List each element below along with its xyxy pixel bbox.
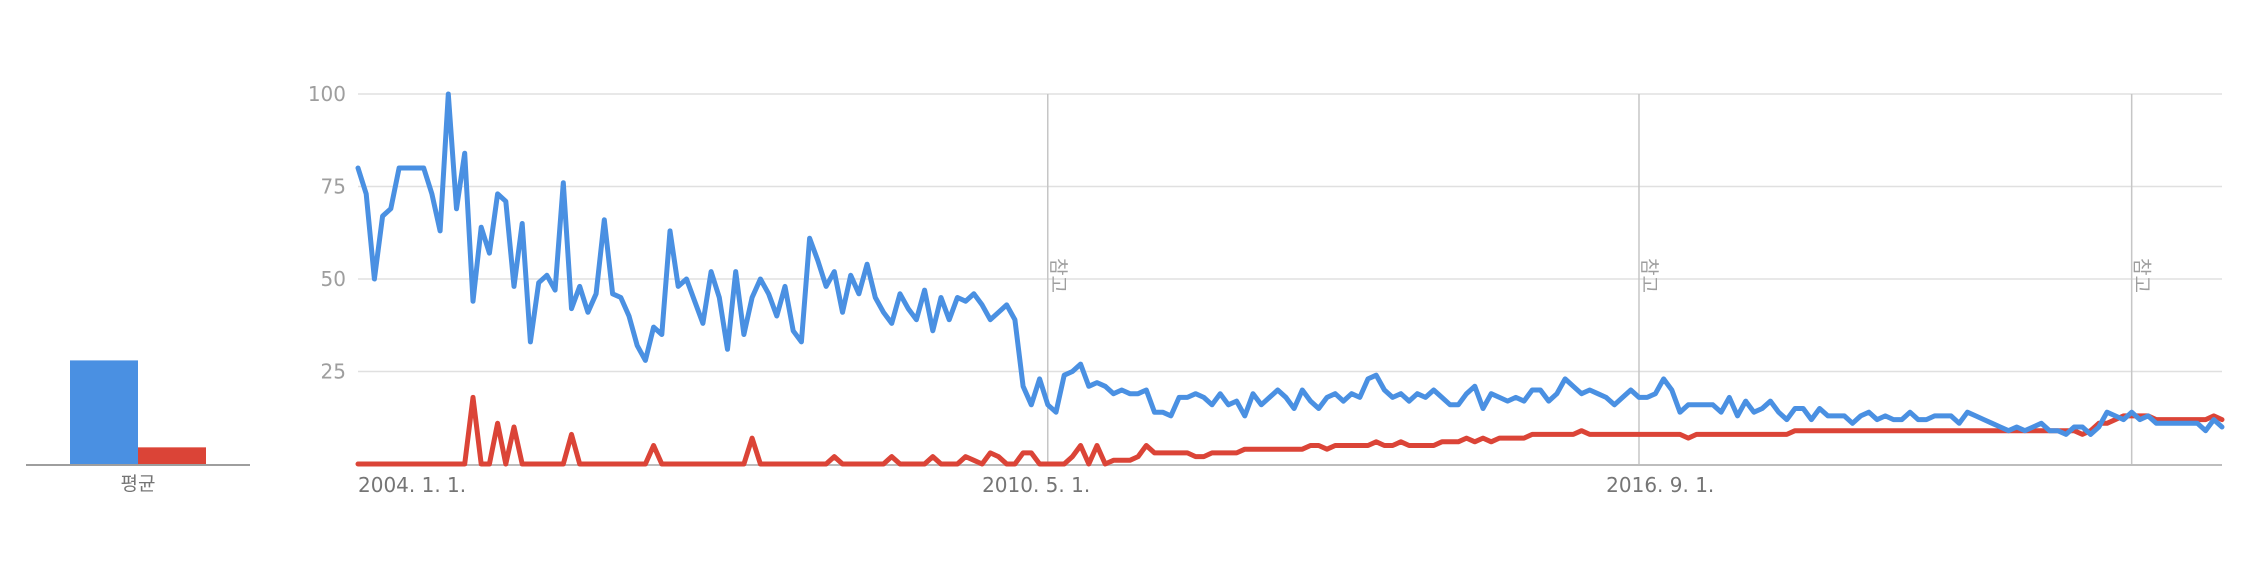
note-marker: 참고 <box>2131 258 2153 293</box>
note-marker-label: 참고 <box>2131 258 2153 293</box>
y-tick-label: 25 <box>321 360 346 384</box>
x-tick-label: 2010. 5. 1. <box>982 473 1090 497</box>
note-marker-label: 참고 <box>1638 258 1660 293</box>
y-tick-label: 50 <box>321 267 346 291</box>
note-marker-label: 참고 <box>1047 258 1069 293</box>
average-category-label: 평균 <box>121 473 156 495</box>
average-bar <box>70 360 138 464</box>
note-marker: 참고 <box>1047 258 1069 293</box>
x-tick-label: 2004. 1. 1. <box>358 473 466 497</box>
x-tick-label: 2016. 9. 1. <box>1606 473 1714 497</box>
y-tick-label: 100 <box>308 82 346 106</box>
average-bar <box>138 447 206 464</box>
series-line <box>355 394 2225 467</box>
y-tick-label: 75 <box>321 175 346 199</box>
series-line <box>355 91 2225 437</box>
note-marker: 참고 <box>1638 258 1660 293</box>
